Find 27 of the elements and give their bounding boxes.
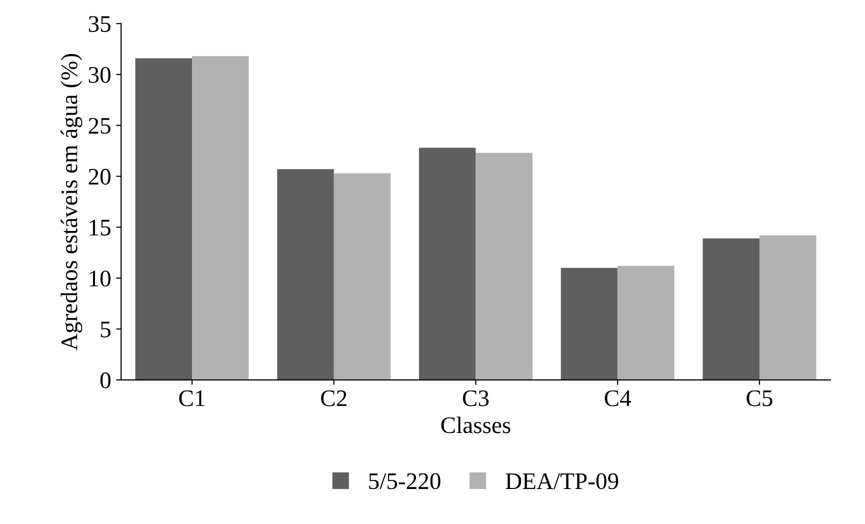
legend-label: 5/5-220 [369, 473, 440, 490]
bar [476, 152, 532, 380]
bar [618, 266, 674, 380]
bar [560, 268, 618, 380]
y-tick-label: 0 [100, 372, 110, 388]
x-tick-label: C3 [462, 390, 489, 406]
bar [759, 235, 816, 380]
y-tick-label: 30 [88, 66, 110, 83]
x-axis-title: Classes [441, 416, 510, 434]
y-tick-label: 15 [90, 220, 110, 236]
bar [277, 169, 334, 380]
legend-label: DEA/TP-09 [506, 473, 618, 490]
y-tick-label: 5 [100, 322, 110, 338]
x-tick-label: C2 [321, 390, 346, 406]
y-tick-label: 10 [90, 270, 110, 287]
bar [334, 173, 391, 380]
x-tick-label: C4 [604, 390, 632, 406]
bar [135, 58, 192, 380]
bar [419, 148, 476, 380]
bar [702, 238, 760, 380]
x-tick-label: C5 [746, 390, 772, 406]
bar [192, 56, 249, 380]
x-tick-label: C1 [179, 390, 204, 406]
y-tick-label: 20 [88, 168, 110, 185]
y-axis-title: Agredaos estáveis em água (%) [60, 54, 82, 350]
y-tick-label: 25 [88, 118, 110, 134]
y-tick-label: 35 [88, 16, 110, 32]
